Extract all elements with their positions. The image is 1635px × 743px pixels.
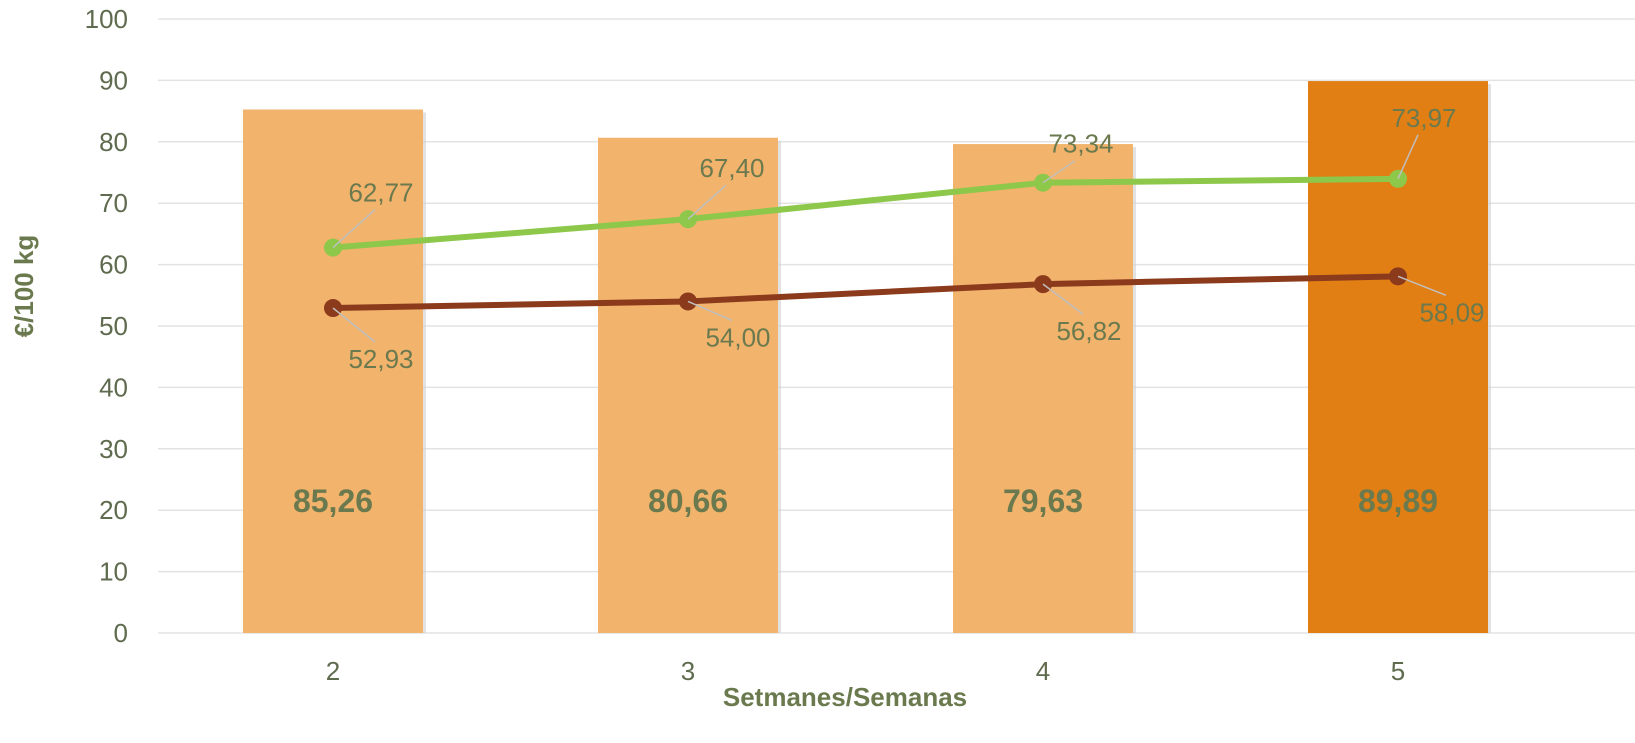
y-tick-label: 80 xyxy=(99,127,128,157)
y-axis-title: €/100 kg xyxy=(9,235,39,338)
bar xyxy=(1308,81,1488,634)
leader-line xyxy=(332,209,376,249)
y-axis-ticks: 0 10 20 30 40 50 60 70 80 90 100 xyxy=(85,4,128,648)
leader-line xyxy=(1397,275,1447,297)
y-tick-label: 20 xyxy=(99,495,128,525)
series-line xyxy=(330,273,1401,312)
y-tick-label: 100 xyxy=(85,4,128,34)
point-value-label: 73,34 xyxy=(1048,129,1113,159)
bar xyxy=(243,109,423,633)
point-value-label: 62,77 xyxy=(348,178,413,208)
leader-line xyxy=(1397,134,1419,180)
y-tick-label: 30 xyxy=(99,434,128,464)
bars xyxy=(243,81,1491,634)
point-value-label: 52,93 xyxy=(348,344,413,374)
line-series xyxy=(324,134,1447,343)
x-tick-label: 2 xyxy=(326,656,340,686)
y-tick-label: 60 xyxy=(99,250,128,280)
bar-value-label: 79,63 xyxy=(1003,483,1083,519)
y-tick-label: 0 xyxy=(114,618,128,648)
point-value-label: 67,40 xyxy=(699,153,764,183)
y-tick-label: 50 xyxy=(99,311,128,341)
data-labels: 85,26 80,66 79,63 89,89 62,77 67,40 73,34 73,97… xyxy=(293,103,1485,519)
series-line xyxy=(330,175,1401,251)
y-tick-label: 70 xyxy=(99,188,128,218)
y-tick-label: 90 xyxy=(99,65,128,95)
x-tick-label: 5 xyxy=(1391,656,1405,686)
y-tick-label: 40 xyxy=(99,372,128,402)
leader-line xyxy=(1042,160,1076,184)
leader-line xyxy=(687,300,733,322)
point-value-label: 54,00 xyxy=(705,322,770,352)
bar-value-label: 85,26 xyxy=(293,483,373,519)
y-tick-label: 10 xyxy=(99,557,128,587)
leader-line xyxy=(1042,283,1084,315)
bar-value-label: 80,66 xyxy=(648,483,728,519)
bar xyxy=(953,144,1133,634)
leader-line xyxy=(687,184,727,220)
point-value-label: 73,97 xyxy=(1391,103,1456,133)
x-axis-ticks: 2 3 4 5 xyxy=(326,656,1405,686)
leader-line xyxy=(332,307,376,343)
point-value-label: 58,09 xyxy=(1419,297,1484,327)
x-axis-title: Setmanes/Semanas xyxy=(723,682,967,712)
point-value-label: 56,82 xyxy=(1056,316,1121,346)
bar-value-label: 89,89 xyxy=(1358,483,1438,519)
x-tick-label: 3 xyxy=(681,656,695,686)
x-tick-label: 4 xyxy=(1036,656,1050,686)
